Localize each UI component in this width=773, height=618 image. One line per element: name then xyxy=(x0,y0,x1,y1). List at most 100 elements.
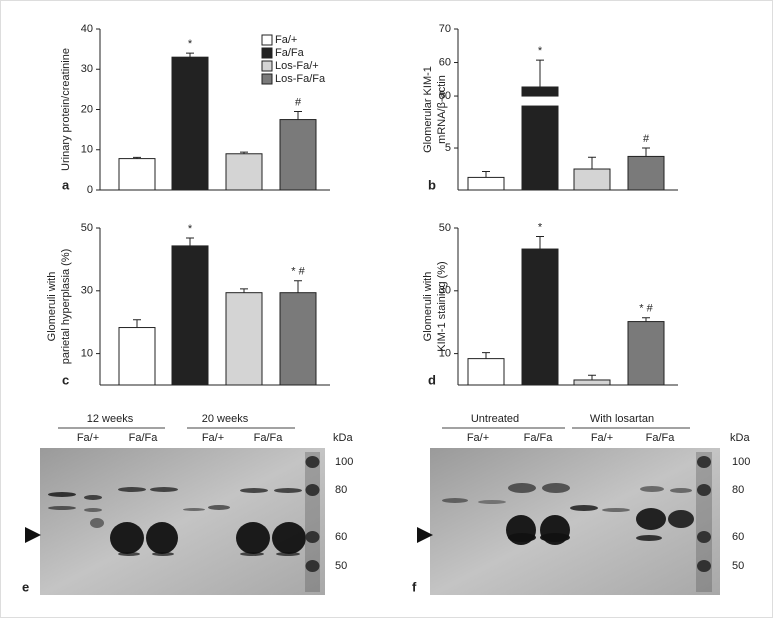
legend-swatch xyxy=(261,47,273,59)
y-tick-label: 50 xyxy=(439,222,451,234)
blot-band xyxy=(272,522,306,554)
blot-band xyxy=(48,492,76,497)
legend-label: Los-Fa/Fa xyxy=(275,73,326,85)
ladder-band xyxy=(305,531,320,543)
blot-band xyxy=(508,483,536,493)
y-tick-label: 10 xyxy=(81,348,93,360)
significance-mark: * xyxy=(188,223,193,235)
significance-mark: # xyxy=(643,133,650,145)
error-bar xyxy=(294,111,302,120)
legend-label: Los-Fa/+ xyxy=(275,60,319,72)
lane-label: Fa/+ xyxy=(202,432,224,444)
legend-swatch xyxy=(261,60,273,72)
blot-band xyxy=(636,535,662,541)
y-tick-label: 5 xyxy=(445,142,451,154)
ladder-lane xyxy=(696,452,712,592)
bar xyxy=(627,321,665,386)
panel-letter: b xyxy=(428,177,436,192)
blot-band xyxy=(570,505,598,511)
y-tick-label: 30 xyxy=(439,285,451,297)
blot-band xyxy=(602,508,630,512)
y-axis-label: mRNA/β-actin xyxy=(436,75,448,144)
y-axis-label: KIM-1 staining (%) xyxy=(436,261,448,351)
blot-band xyxy=(84,508,102,512)
y-tick-label: 30 xyxy=(81,285,93,297)
bar xyxy=(627,155,665,191)
blot-band xyxy=(183,508,205,511)
legend-swatch xyxy=(261,34,273,46)
marker-label: 100 xyxy=(335,456,353,468)
blots: 12 weeks 20 weeks Fa/+ Fa/Fa Fa/+ Fa/Fa kDa 100… xyxy=(22,413,750,595)
blot-band xyxy=(118,552,140,556)
panel-letter: d xyxy=(428,372,436,387)
significance-mark: * # xyxy=(639,303,653,315)
ladder-band xyxy=(697,484,711,496)
lane-label: Fa/Fa xyxy=(254,432,284,444)
bar xyxy=(521,86,559,97)
blot-band xyxy=(150,487,178,492)
ladder-band xyxy=(305,484,320,496)
bar xyxy=(279,119,317,191)
y-axis-label: Glomeruli with xyxy=(46,272,58,342)
blot-band xyxy=(668,510,694,528)
blot-band xyxy=(540,533,570,542)
error-bar xyxy=(536,59,544,87)
error-bar xyxy=(133,156,141,159)
bar xyxy=(279,292,317,386)
y-axis-label: parietal hyperplasia (%) xyxy=(60,249,72,365)
panel-letter: c xyxy=(62,372,69,387)
bar xyxy=(118,158,156,191)
y-tick-label: 10 xyxy=(81,144,93,156)
error-bar xyxy=(482,352,490,359)
blot-band xyxy=(118,487,146,492)
marker-label: 80 xyxy=(335,484,347,496)
error-bar xyxy=(588,374,596,380)
error-bar xyxy=(186,52,194,58)
blot-band xyxy=(240,552,264,556)
legend-label: Fa/+ xyxy=(275,34,297,46)
group-label: 20 weeks xyxy=(202,413,249,425)
y-tick-label: 0 xyxy=(87,184,93,196)
blot-band xyxy=(208,505,230,510)
group-label: 12 weeks xyxy=(87,413,134,425)
ladder-lane xyxy=(305,452,320,592)
y-tick-label: 50 xyxy=(81,222,93,234)
lane-label: Fa/Fa xyxy=(524,432,554,444)
blot-band xyxy=(442,498,468,503)
y-axis-label: Glomeruli with xyxy=(422,272,434,342)
arrowhead xyxy=(25,527,41,543)
lane-label: Fa/Fa xyxy=(646,432,676,444)
marker-label: 60 xyxy=(335,531,347,543)
legend-label: Fa/Fa xyxy=(275,47,305,59)
blot-band xyxy=(152,552,174,556)
blot-band xyxy=(146,522,178,554)
y-tick-label: 50 xyxy=(439,90,451,102)
bar xyxy=(118,327,156,386)
error-bar xyxy=(642,317,650,322)
ladder-band xyxy=(305,560,320,572)
blot-band xyxy=(508,533,536,542)
error-bar xyxy=(536,235,544,250)
error-bar xyxy=(482,171,490,178)
bar xyxy=(521,105,559,191)
bar xyxy=(467,176,505,191)
bar xyxy=(573,168,611,191)
legend-swatch xyxy=(261,73,273,85)
y-tick-label: 40 xyxy=(81,23,93,35)
arrowhead xyxy=(417,527,433,543)
bar xyxy=(225,292,263,386)
y-tick-label: 60 xyxy=(439,56,451,68)
bar xyxy=(573,379,611,386)
bar xyxy=(171,56,209,191)
y-tick-label: 20 xyxy=(81,103,93,115)
ladder-band xyxy=(697,531,711,543)
marker-label: 50 xyxy=(335,560,347,572)
bar xyxy=(467,358,505,386)
panel-letter: f xyxy=(412,579,417,594)
y-axis-label: Urinary protein/creatinine xyxy=(60,48,72,171)
significance-mark: * xyxy=(188,38,193,50)
blot-band xyxy=(236,522,270,554)
bar xyxy=(171,245,209,386)
y-tick-label: 70 xyxy=(439,23,451,35)
marker-label: 50 xyxy=(732,560,744,572)
